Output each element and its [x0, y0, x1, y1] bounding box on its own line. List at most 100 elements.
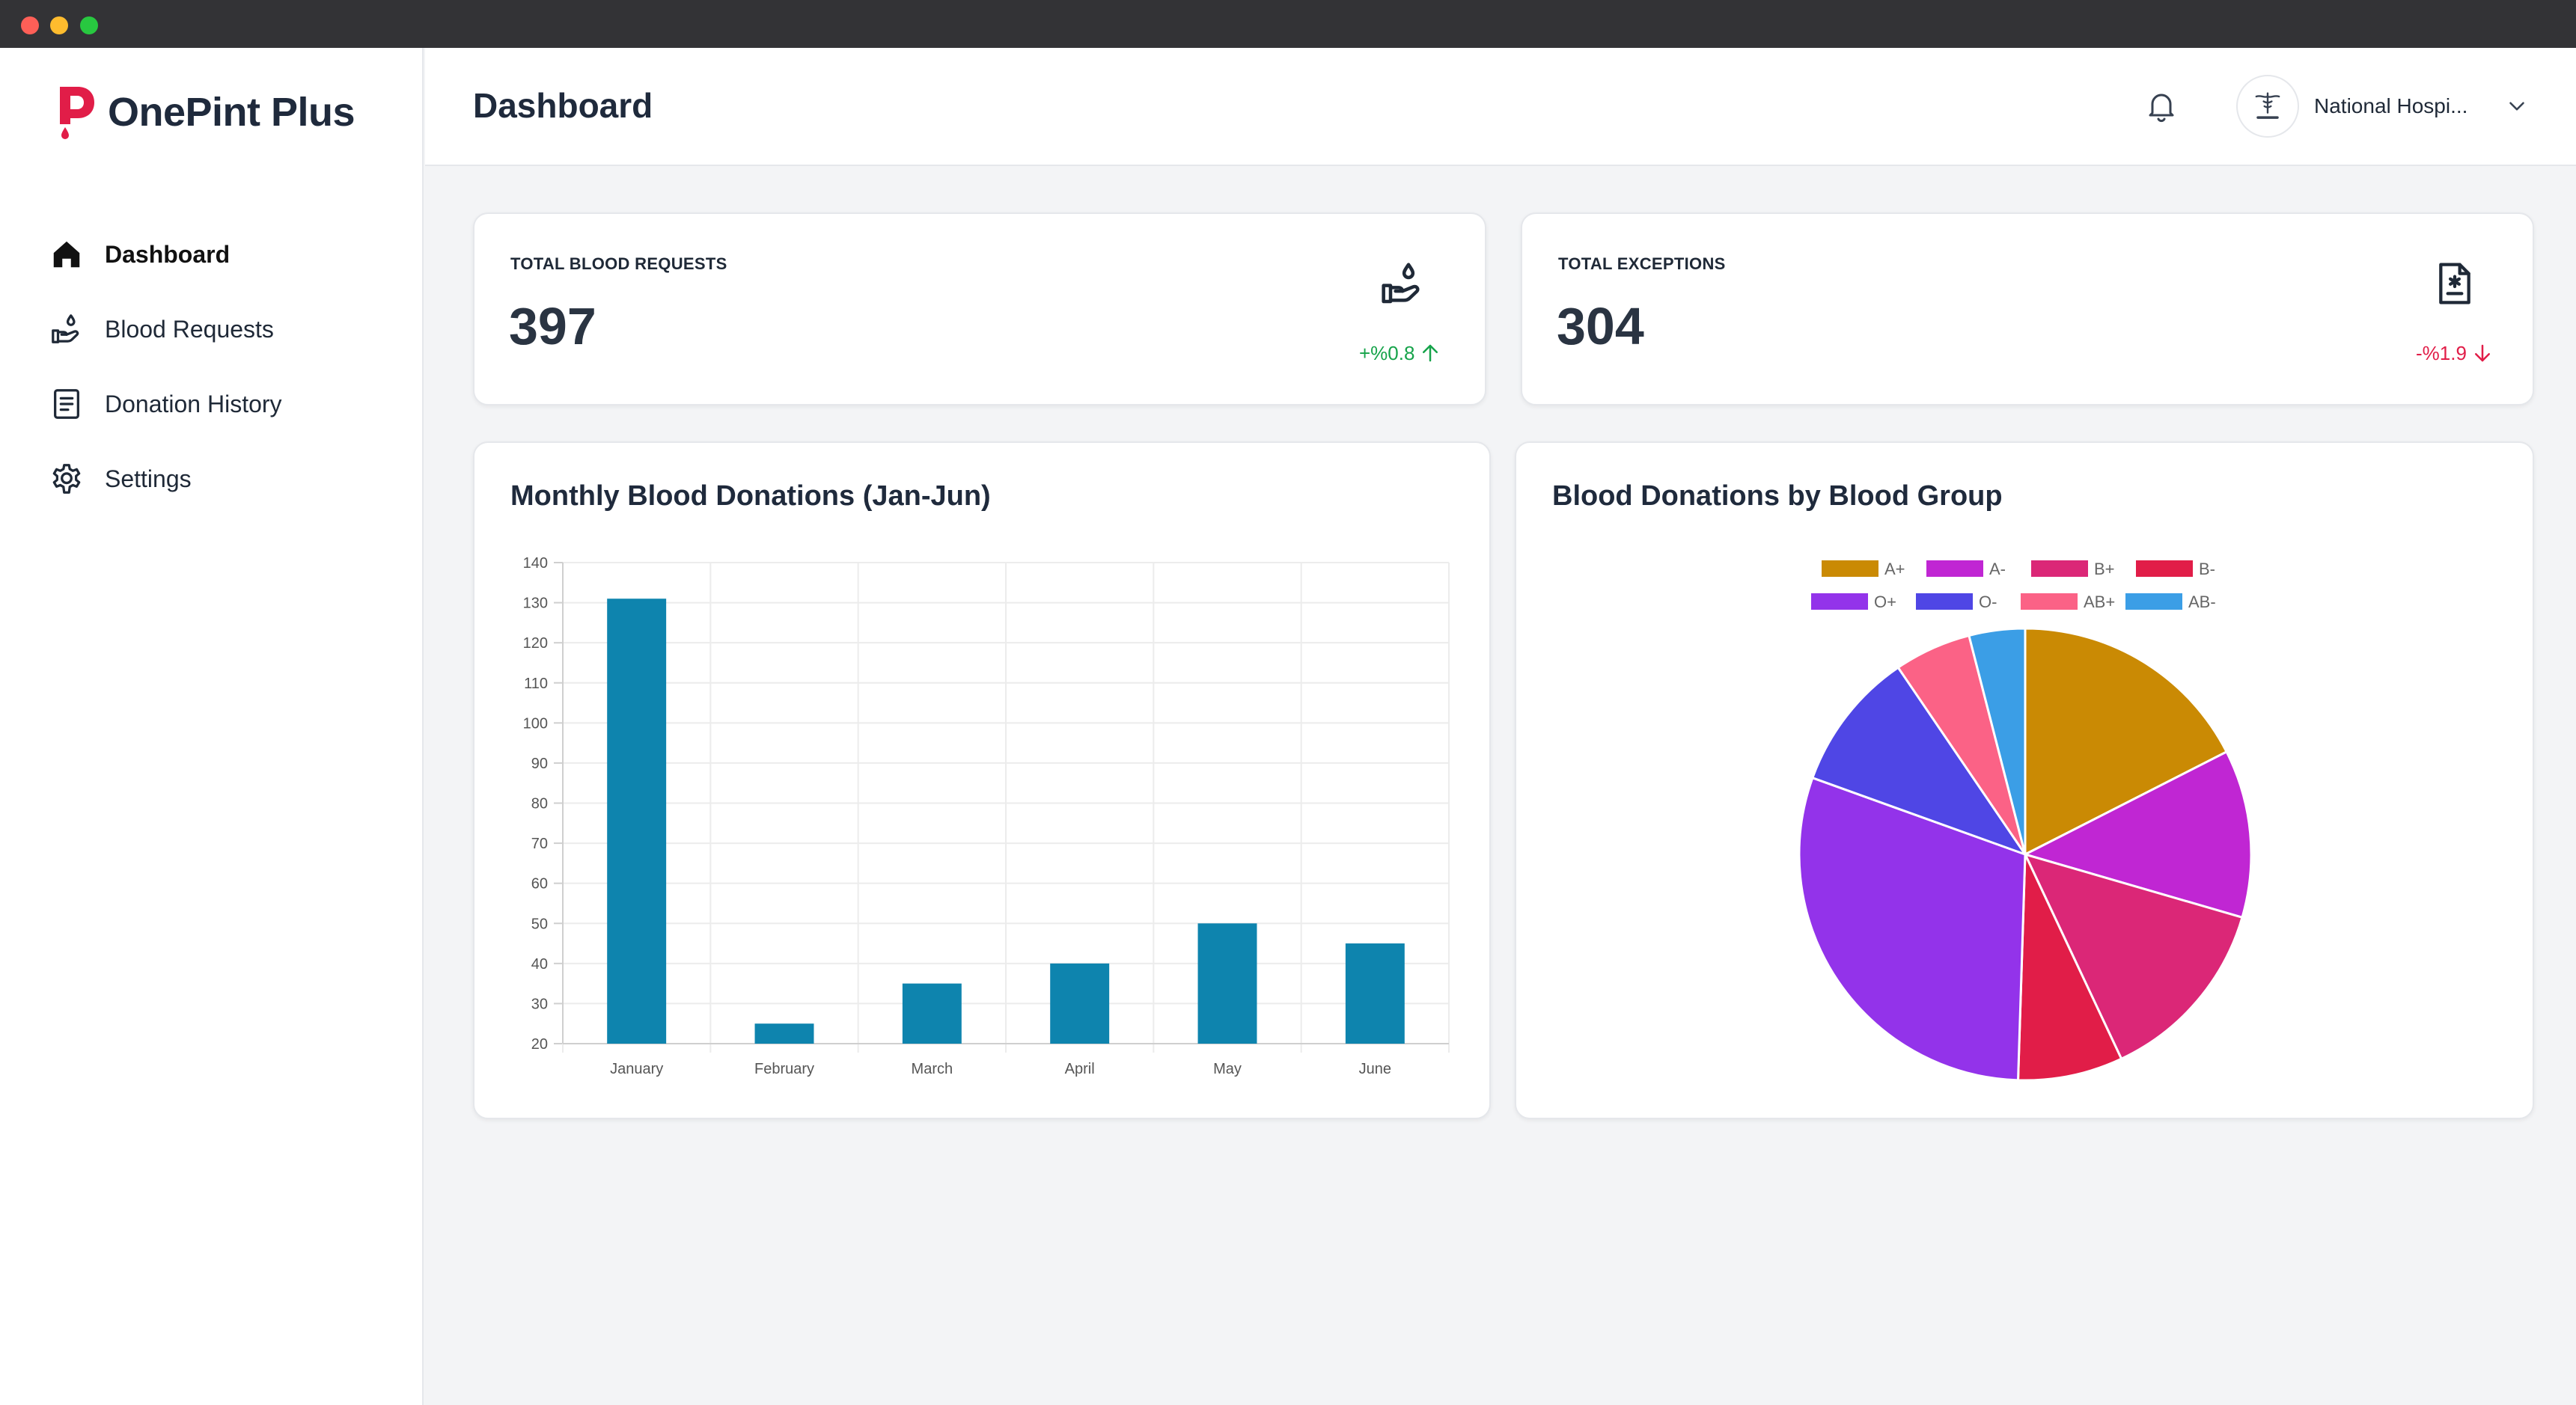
legend-label: A-	[1989, 560, 2006, 578]
y-tick-label: 20	[531, 1036, 548, 1053]
stat-label: TOTAL EXCEPTIONS	[1558, 254, 1726, 273]
hand-drop-icon	[52, 314, 79, 343]
monthly-donations-card: Monthly Blood Donations (Jan-Jun) 20 30 40…	[473, 441, 1491, 1119]
pint-logo-icon	[60, 87, 94, 139]
x-tick-label: May	[1213, 1061, 1242, 1077]
pie-slices	[1798, 627, 2253, 1082]
app-logo[interactable]: OnePint Plus	[57, 82, 355, 142]
legend-label: AB-	[2188, 593, 2216, 611]
y-tick-label: 80	[531, 796, 548, 812]
legend-swatch	[1926, 560, 1983, 577]
stat-card-blood-requests: TOTAL BLOOD REQUESTS 397 +%0.8	[473, 212, 1486, 405]
arrow-down-icon	[2474, 344, 2490, 362]
sidebar-item-label: Blood Requests	[105, 315, 274, 343]
y-tick-label: 90	[531, 756, 548, 772]
legend-swatch	[2136, 560, 2193, 577]
legend-label: B+	[2094, 560, 2115, 578]
gear-icon	[52, 464, 81, 494]
y-tick-label: 100	[523, 715, 548, 732]
y-tick-label: 140	[523, 555, 548, 572]
legend-swatch	[2125, 593, 2182, 610]
legend-item[interactable]: AB-	[2125, 593, 2216, 611]
sidebar-item-blood-requests[interactable]: Blood Requests	[49, 292, 409, 367]
pie-slice-a-neg[interactable]	[2021, 750, 2253, 919]
sidebar-item-label: Dashboard	[105, 240, 231, 268]
monthly-donations-bar-chart: 20 30 40 50 60 70 80 90 100 110 120 130 140 January Fe…	[523, 555, 1450, 1077]
sidebar-item-label: Settings	[105, 465, 192, 492]
pie-slice-b-pos[interactable]	[2023, 852, 2244, 1061]
account-menu[interactable]: National Hospi...	[2236, 72, 2551, 141]
y-tick-label: 40	[531, 956, 548, 973]
blood-group-card: Blood Donations by Blood Group A+ A- B+ B- O…	[1515, 441, 2534, 1119]
y-tick-label: 70	[531, 836, 548, 852]
chart-title: Monthly Blood Donations (Jan-Jun)	[510, 480, 991, 512]
document-asterisk-icon	[2439, 263, 2470, 304]
y-tick-label: 50	[531, 916, 548, 932]
arrow-up-icon	[1423, 344, 1438, 362]
pie-slice-b-neg[interactable]	[2016, 854, 2123, 1082]
legend-swatch	[2021, 593, 2078, 610]
window-close-button[interactable]	[21, 16, 39, 34]
sidebar-item-dashboard[interactable]: Dashboard	[49, 217, 409, 292]
bar-january[interactable]	[607, 599, 667, 1044]
trend-value: +%0.8	[1359, 341, 1415, 364]
pie-slice-a-pos[interactable]	[2024, 627, 2229, 857]
top-header: Dashboard National Hospi...	[425, 48, 2576, 166]
bar-april[interactable]	[1050, 963, 1110, 1044]
legend-item[interactable]: B+	[2031, 560, 2115, 578]
trend-indicator-down: -%1.9	[2416, 340, 2494, 367]
legend-label: AB+	[2084, 593, 2115, 611]
y-tick-label: 130	[523, 596, 548, 612]
legend-label: B-	[2199, 560, 2215, 578]
window-minimize-button[interactable]	[50, 16, 68, 34]
page-title: Dashboard	[473, 86, 653, 125]
legend-swatch	[2031, 560, 2088, 577]
stat-value: 304	[1557, 297, 1644, 355]
chevron-down-icon[interactable]	[2504, 94, 2530, 119]
sidebar-item-label: Donation History	[105, 390, 282, 417]
pie-slice-o-pos[interactable]	[1798, 776, 2027, 1082]
y-tick-label: 60	[531, 876, 548, 893]
window-titlebar	[0, 0, 2576, 48]
hospital-logo-icon	[2255, 92, 2280, 119]
sidebar-nav: Dashboard Blood Requests Donation Histor…	[49, 217, 409, 516]
x-tick-label: January	[610, 1061, 663, 1077]
pie-slice-o-neg[interactable]	[1810, 666, 2028, 857]
x-tick-label: March	[912, 1061, 953, 1077]
hand-drop-icon	[1382, 263, 1420, 304]
bell-icon[interactable]	[2143, 88, 2179, 124]
legend-swatch	[1822, 560, 1878, 577]
legend-item[interactable]: B-	[2136, 560, 2215, 578]
stat-card-exceptions: TOTAL EXCEPTIONS 304 -%1.9	[1521, 212, 2534, 405]
legend-item[interactable]: O-	[1916, 593, 1997, 611]
legend-swatch	[1811, 593, 1868, 610]
pie-slice-ab-neg[interactable]	[1968, 627, 2027, 855]
legend-label: O-	[1979, 593, 1997, 611]
home-icon	[53, 241, 80, 268]
sidebar-item-settings[interactable]: Settings	[49, 441, 409, 516]
legend-item[interactable]: A+	[1822, 560, 1905, 578]
legend-item[interactable]: O+	[1811, 593, 1896, 611]
stat-value: 397	[509, 297, 596, 355]
legend-label: O+	[1874, 593, 1896, 611]
y-tick-label: 30	[531, 996, 548, 1012]
legend-item[interactable]: AB+	[2021, 593, 2115, 611]
chart-title: Blood Donations by Blood Group	[1552, 480, 2003, 512]
legend-item[interactable]: A-	[1926, 560, 2006, 578]
bar-may[interactable]	[1197, 923, 1257, 1044]
trend-indicator-up: +%0.8	[1359, 340, 1441, 367]
chart-legend: A+ A- B+ B- O+ O- AB+ AB-	[1811, 560, 2216, 611]
trend-value: -%1.9	[2416, 341, 2467, 364]
x-tick-label: April	[1065, 1061, 1095, 1077]
stat-label: TOTAL BLOOD REQUESTS	[510, 254, 727, 273]
bar-march[interactable]	[902, 983, 962, 1044]
x-tick-label: June	[1359, 1061, 1391, 1077]
y-tick-label: 120	[523, 635, 548, 652]
window-maximize-button[interactable]	[80, 16, 98, 34]
sidebar-item-donation-history[interactable]: Donation History	[49, 367, 409, 441]
bar-february[interactable]	[754, 1023, 814, 1044]
bar-june[interactable]	[1345, 943, 1405, 1044]
blood-group-pie-chart: A+ A- B+ B- O+ O- AB+ AB-	[1798, 560, 2253, 1082]
avatar	[2236, 75, 2299, 138]
